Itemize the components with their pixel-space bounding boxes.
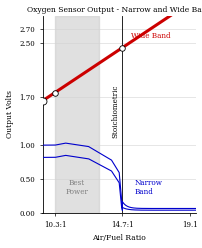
X-axis label: Air/Fuel Ratio: Air/Fuel Ratio (92, 234, 145, 243)
Text: Best
Power: Best Power (65, 179, 88, 196)
Bar (55, 16, 99, 213)
Title: Oxygen Sensor Output - Narrow and Wide Band: Oxygen Sensor Output - Narrow and Wide B… (27, 5, 202, 14)
Text: Wide Band: Wide Band (131, 32, 170, 40)
Text: Narrow
Band: Narrow Band (134, 179, 162, 196)
Text: Stoichiometric: Stoichiometric (111, 84, 119, 138)
Y-axis label: Output Volts: Output Volts (5, 91, 14, 138)
